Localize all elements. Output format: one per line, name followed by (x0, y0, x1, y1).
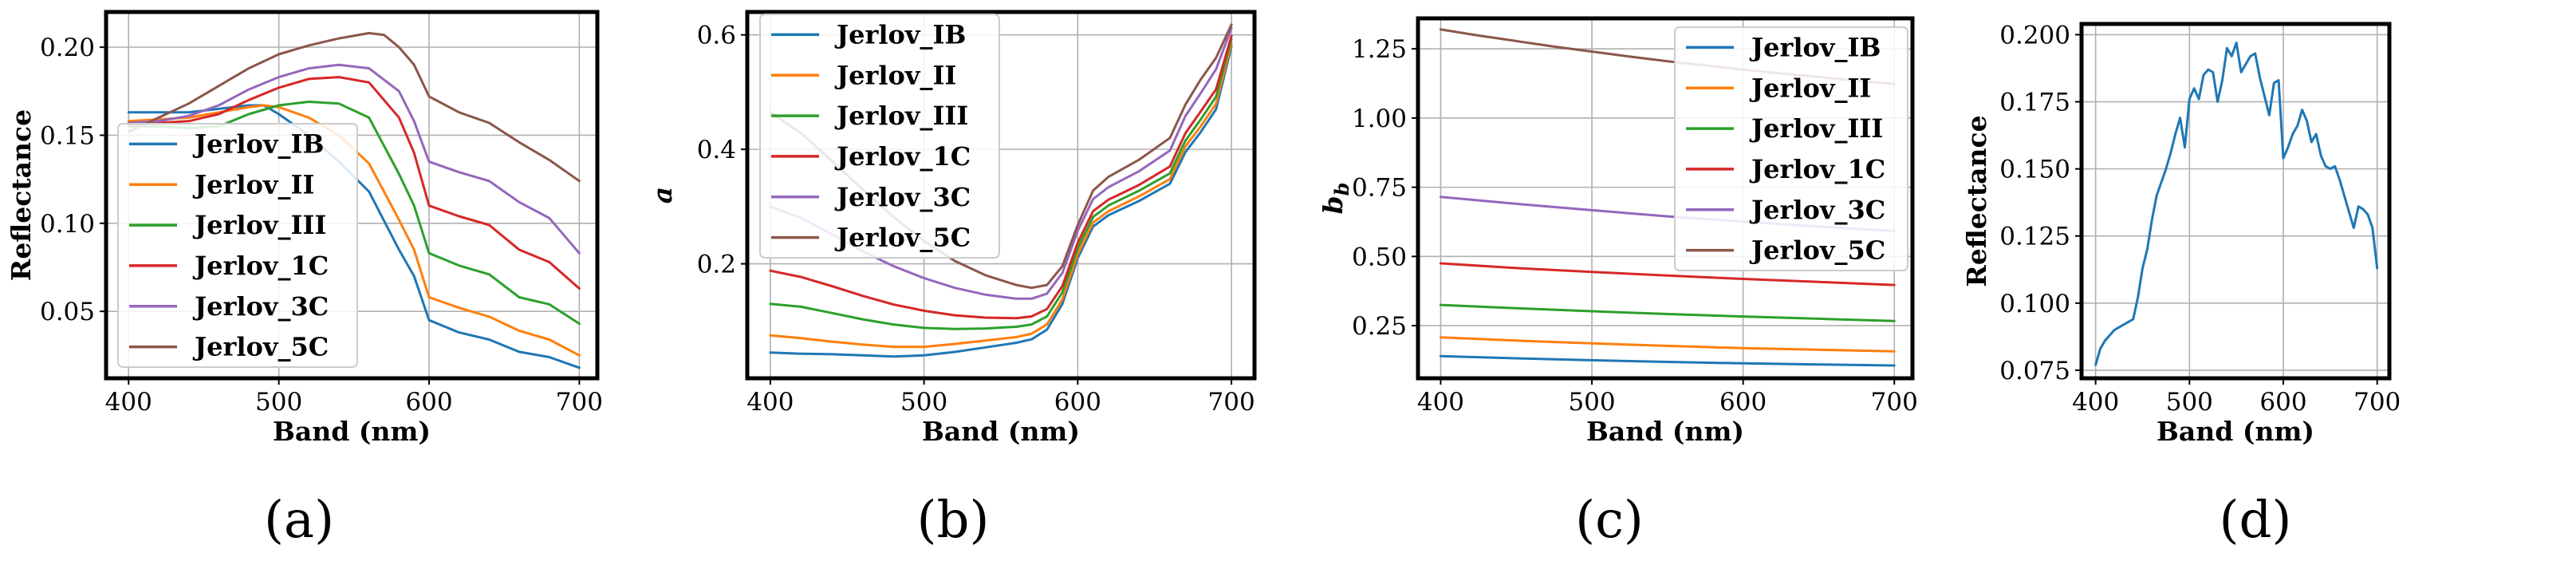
y-tick-label: 0.2 (697, 251, 736, 279)
legend-label: Jerlov_5C (834, 223, 971, 253)
y-axis-label: Reflectance (6, 109, 37, 281)
y-tick-label: 0.50 (1352, 243, 1407, 271)
y-tick-label: 0.10 (40, 210, 95, 239)
legend-label: Jerlov_1C (1749, 154, 1885, 184)
legend-label: Jerlov_III (192, 210, 326, 240)
x-tick-label: 600 (405, 388, 452, 417)
x-tick-label: 500 (2166, 388, 2213, 417)
legend-label: Jerlov_IB (834, 19, 966, 49)
x-tick-label: 500 (900, 388, 947, 417)
series-line-jerlov-ib (1439, 354, 1896, 367)
x-tick-label: 600 (2259, 388, 2306, 417)
x-axis-label: Band (nm) (1586, 416, 1744, 447)
series-line-jerlov-ii (1439, 336, 1896, 353)
legend-label: Jerlov_3C (1749, 195, 1885, 225)
panel-caption: (d) (2220, 491, 2292, 550)
y-tick-label: 0.75 (1352, 174, 1407, 203)
plot-frame (745, 10, 1257, 381)
x-tick-label: 500 (255, 388, 302, 417)
x-axis-label: Band (nm) (2157, 416, 2314, 447)
x-axis-label: Band (nm) (922, 416, 1080, 447)
panel-caption: (c) (1575, 491, 1644, 550)
legend-label: Jerlov_II (834, 60, 956, 90)
panel-d: 400 500 600 700 0.075 0.100 0.125 0.150 0.175 0.2… (1961, 21, 2401, 550)
legend-label: Jerlov_1C (192, 251, 329, 281)
y-tick-label: 0.4 (697, 136, 736, 164)
legend-label: Jerlov_5C (1749, 235, 1885, 266)
x-tick-label: 400 (105, 388, 152, 417)
series-line-jerlov-ib (769, 45, 1233, 358)
y-tick-label: 0.100 (1999, 290, 2070, 318)
x-tick-label: 700 (556, 388, 603, 417)
series-line-jerlov-5c (127, 32, 581, 183)
x-axis-label: Band (nm) (273, 416, 431, 447)
x-tick-label: 700 (2353, 388, 2401, 417)
y-tick-label: 0.20 (40, 34, 95, 62)
legend-label: Jerlov_3C (834, 182, 971, 212)
y-tick-label: 0.150 (1999, 156, 2070, 184)
x-tick-label: 500 (1568, 388, 1615, 417)
legend: Jerlov_IB Jerlov_II Jerlov_III Jerlov_1C Jer… (759, 14, 1000, 259)
legend-label: Jerlov_3C (192, 291, 329, 322)
y-tick-label: 0.25 (1352, 312, 1407, 341)
series-line-jerlov-1c (127, 76, 581, 290)
legend-label: Jerlov_IB (192, 128, 324, 159)
y-tick-label: 0.15 (40, 121, 95, 150)
plot-frame (2079, 22, 2392, 381)
legend-box (117, 123, 358, 368)
series-group (769, 23, 1233, 358)
legend-box (759, 14, 1000, 259)
series-line-jerlov-1c (1439, 262, 1896, 286)
series-line-jerlov-3c (127, 63, 581, 255)
y-tick-label: 1.25 (1352, 35, 1407, 64)
series-group (2094, 41, 2379, 366)
x-tick-label: 400 (2072, 388, 2119, 417)
y-tick-label: 0.175 (1999, 89, 2070, 117)
y-tick-label: 0.6 (697, 22, 736, 50)
legend-label: Jerlov_II (192, 169, 314, 200)
x-tick-label: 400 (1417, 388, 1464, 417)
x-tick-label: 600 (1719, 388, 1767, 417)
legend-label: Jerlov_III (1749, 113, 1883, 144)
plot-frame (104, 10, 600, 381)
series-line-jerlov-1c (769, 34, 1233, 320)
panel-b: 400 500 600 700 0.2 0.4 0.6 Band (nm) a Jerlov_IB… (647, 10, 1257, 550)
plot-frame (1416, 16, 1915, 381)
series-line-reflectance (2094, 41, 2379, 366)
y-tick-label: 0.125 (1999, 223, 2070, 251)
legend-box (1674, 26, 1908, 271)
legend: Jerlov_IB Jerlov_II Jerlov_III Jerlov_1C Jer… (117, 123, 358, 368)
x-tick-label: 400 (746, 388, 794, 417)
legend-label: Jerlov_1C (834, 141, 971, 172)
legend: Jerlov_IB Jerlov_II Jerlov_III Jerlov_1C Jer… (1674, 26, 1908, 271)
y-tick-label: 0.075 (1999, 357, 2070, 385)
panel-a: 400 500 600 700 0.05 0.10 0.15 0.20 Band (nm) Ref… (6, 10, 603, 550)
panel-c: 400 500 600 700 0.25 0.50 0.75 1.00 1.25 Band (nm… (1318, 16, 1918, 550)
panel-caption: (b) (917, 491, 990, 550)
series-line-jerlov-ii (769, 41, 1233, 349)
y-tick-label: 0.200 (1999, 21, 2070, 49)
series-line-jerlov-iii (769, 38, 1233, 330)
legend-label: Jerlov_III (834, 101, 968, 131)
series-line-jerlov-iii (1439, 303, 1896, 322)
legend-label: Jerlov_5C (192, 332, 329, 362)
legend-label: Jerlov_II (1749, 73, 1871, 103)
y-tick-label: 1.00 (1352, 105, 1407, 133)
y-tick-label: 0.05 (40, 298, 95, 326)
x-tick-label: 700 (1208, 388, 1255, 417)
x-tick-label: 600 (1054, 388, 1101, 417)
legend-label: Jerlov_IB (1749, 32, 1881, 62)
panel-caption: (a) (264, 491, 334, 550)
y-axis-label: Reflectance (1961, 115, 1992, 286)
y-axis-label: a (647, 187, 678, 203)
x-tick-label: 700 (1871, 388, 1918, 417)
y-axis-label: bb (1318, 183, 1353, 215)
